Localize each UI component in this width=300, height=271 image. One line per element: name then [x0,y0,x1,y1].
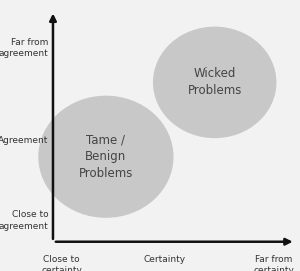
Text: Agreement: Agreement [0,136,49,145]
Text: Far from
agreement: Far from agreement [0,38,49,58]
Text: Certainty: Certainty [144,255,186,264]
Text: Far from
certainty: Far from certainty [253,255,294,271]
Text: Close to
agreement: Close to agreement [0,211,49,231]
Circle shape [153,27,276,138]
Circle shape [38,96,173,218]
Text: Close to
certainty: Close to certainty [41,255,82,271]
Text: Wicked
Problems: Wicked Problems [188,67,242,97]
Text: Tame /
Benign
Problems: Tame / Benign Problems [79,133,133,180]
